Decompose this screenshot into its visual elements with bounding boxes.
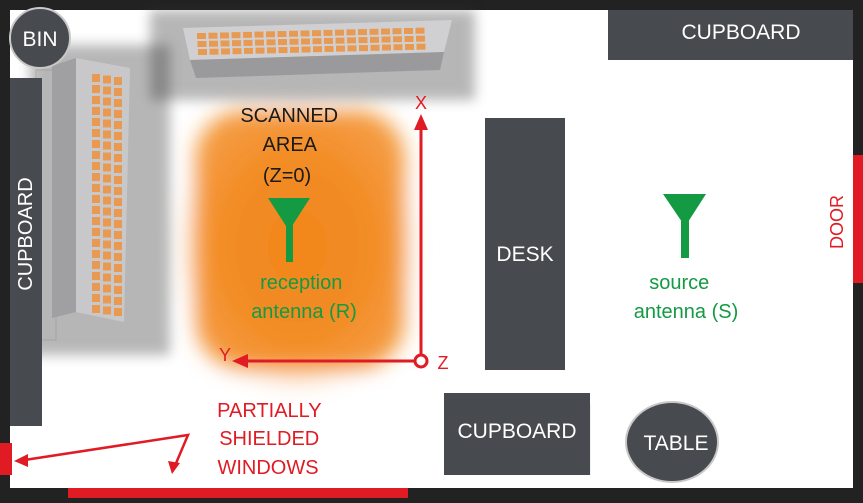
door-label: DOOR [827, 195, 847, 249]
reception-line-2: antenna (R) [251, 301, 357, 323]
x-axis-arrow [414, 114, 428, 130]
windows-line-1: PARTIALLY [217, 400, 321, 422]
cupboard-left-label: CUPBOARD [15, 177, 37, 290]
y-axis-arrow [232, 354, 248, 368]
scanned-area-label: SCANNED AREA (Z=0) [240, 105, 343, 187]
reception-antenna-icon [268, 198, 310, 262]
radiator-top-icon [183, 20, 452, 78]
y-axis-label: Y [219, 345, 231, 365]
radiator-left-icon [52, 58, 130, 322]
windows-line-3: WINDOWS [217, 457, 318, 479]
windows-line-2: SHIELDED [219, 428, 319, 450]
cupboard-top-label: CUPBOARD [681, 21, 800, 44]
cupboard-left: CUPBOARD [10, 78, 42, 426]
scanned-area-line-2: AREA [263, 134, 318, 156]
window-marker-left [0, 443, 12, 475]
scanned-area-line-3: (Z=0) [263, 165, 311, 187]
scanned-area-glow [170, 92, 425, 402]
table: TABLE [625, 401, 719, 483]
bin: BIN [9, 7, 71, 69]
z-axis-label: Z [438, 353, 449, 373]
cupboard-bottom: CUPBOARD [444, 393, 590, 475]
source-antenna-icon [663, 194, 706, 258]
cupboard-bottom-label: CUPBOARD [457, 420, 576, 443]
window-marker-bottom [68, 488, 408, 498]
bin-label: BIN [22, 28, 57, 51]
windows-pointer-arrow-down [168, 461, 180, 474]
windows-label: PARTIALLY SHIELDED WINDOWS [217, 400, 327, 479]
z-axis-origin [413, 353, 429, 369]
scanned-area-line-1: SCANNED [240, 105, 338, 127]
desk: DESK [485, 118, 565, 370]
source-antenna-label: source antenna (S) [634, 272, 739, 323]
coordinate-axes: X Y Z [219, 93, 449, 373]
source-line-1: source [649, 272, 709, 294]
table-label: TABLE [644, 432, 709, 455]
door-marker [853, 155, 863, 283]
reception-line-1: reception [260, 272, 342, 294]
reception-antenna-label: reception antenna (R) [251, 272, 357, 323]
desk-label: DESK [496, 243, 553, 266]
source-line-2: antenna (S) [634, 301, 739, 323]
cupboard-top-right: CUPBOARD [608, 10, 853, 60]
windows-pointer [17, 433, 191, 469]
x-axis-label: X [415, 93, 427, 113]
windows-pointer-arrow-left [14, 454, 28, 467]
